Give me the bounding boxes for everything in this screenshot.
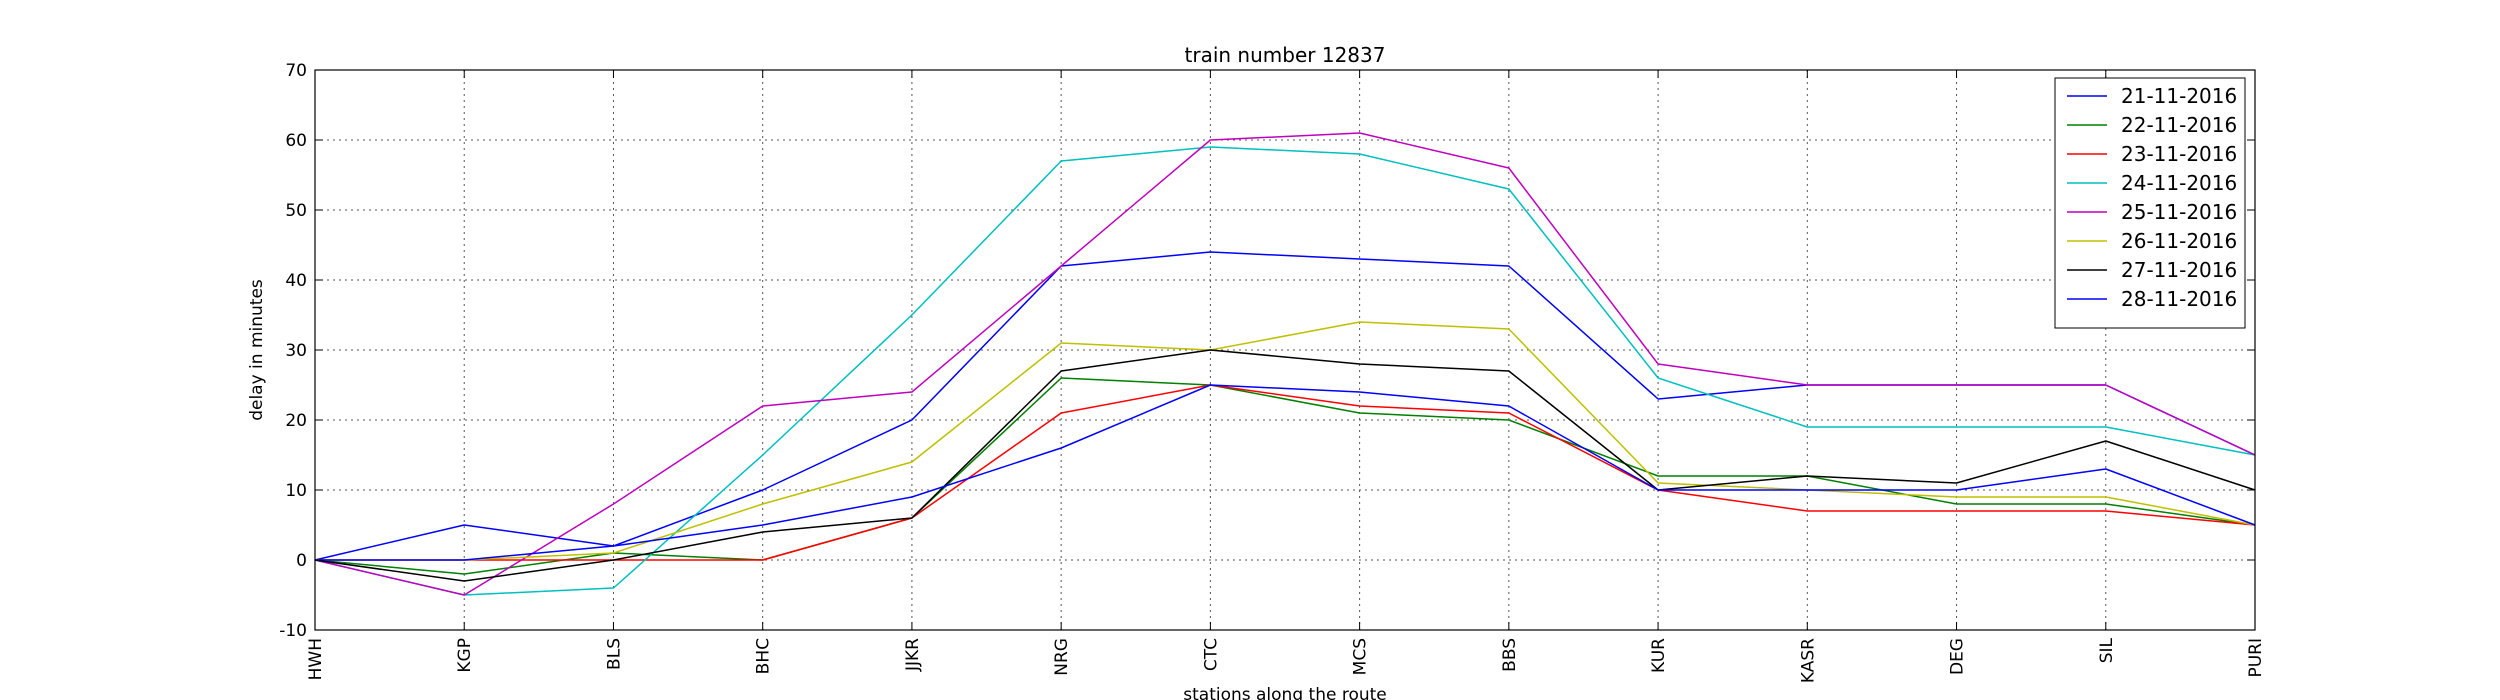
legend-entry-4: 24-11-2016 [2121,171,2237,195]
y-tick-label: 0 [296,551,307,571]
y-tick-label: 70 [285,61,307,81]
x-tick-label: MCS [1351,638,1371,675]
legend-entry-8: 28-11-2016 [2121,287,2237,311]
y-tick-label: 40 [285,271,307,291]
x-tick-label: BLS [604,638,624,670]
series-lines [314,132,2256,596]
x-tick-label: PURI [2246,638,2266,678]
x-tick-label: JJKR [903,638,923,672]
x-tick-label: DEG [1948,638,1968,675]
series-line-7 [314,349,2256,582]
y-tick-label: -10 [279,621,307,641]
series-line-6 [315,321,2256,561]
legend-entry-1: 21-11-2016 [2121,84,2237,108]
series-line-2 [314,377,2256,575]
x-tick-label: CTC [1201,638,1221,671]
y-tick-label: 50 [285,201,307,221]
x-tick-label: KUR [1649,638,1669,673]
legend-entry-2: 22-11-2016 [2121,113,2237,137]
legend-box [2054,77,2246,329]
y-tick-label: 30 [285,341,307,361]
y-axis-label: delay in minutes [247,279,267,421]
x-tick-label: BHC [754,638,774,674]
legend-entry-7: 27-11-2016 [2121,258,2237,282]
legend-entry-3: 23-11-2016 [2121,142,2237,166]
series-line-8 [315,384,2256,561]
x-tick-label: BBS [1500,638,1520,672]
x-tick-label: KASR [1798,638,1818,683]
legend-entry-6: 26-11-2016 [2121,229,2237,253]
x-tick-label: HWH [306,638,326,680]
y-tick-label: 10 [285,481,307,501]
y-tick-label: 20 [285,411,307,431]
series-line-4 [314,146,2256,596]
x-axis-label: stations along the route [1183,685,1387,700]
x-tick-label: KGP [455,638,475,673]
y-tick-label: 60 [285,131,307,151]
chart-title: train number 12837 [1185,43,1386,67]
x-tick-label: NRG [1052,638,1072,676]
axis-ticks: -10 0 10 20 30 40 50 60 70 HWH KGP BLS BHC JJKR NRG CTC… [279,61,2266,683]
legend-entry-5: 25-11-2016 [2121,200,2237,224]
x-tick-label: SIL [2097,637,2117,663]
series-line-3 [315,384,2256,561]
legend: 21-11-2016 22-11-2016 23-11-2016 24-11-2016… [2054,77,2246,329]
series-line-5 [314,132,2256,596]
